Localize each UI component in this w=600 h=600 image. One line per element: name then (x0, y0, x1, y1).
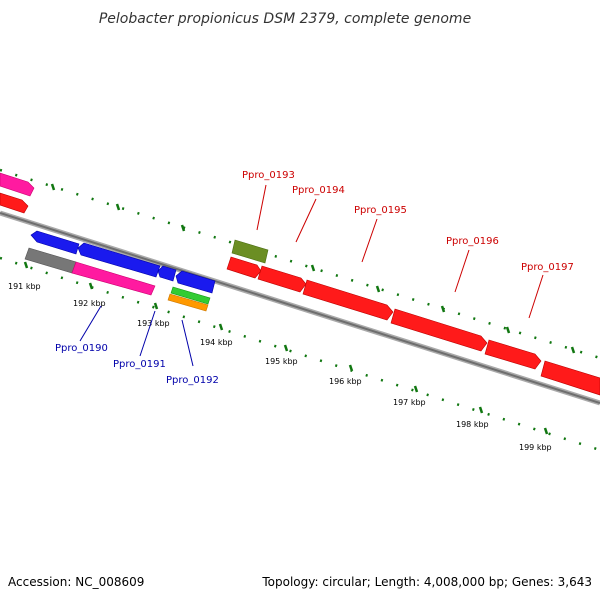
gene-arrow-magenta[interactable] (71, 261, 156, 296)
reverse-strand-genes (24, 230, 216, 312)
tick-label: 195 kbp (265, 357, 298, 366)
genome-summary: Topology: circular; Length: 4,008,000 bp… (261, 575, 592, 589)
tick-label: 199 kbp (519, 443, 552, 452)
tick-labels: 191 kbp 192 kbp 193 kbp 194 kbp 195 kbp … (8, 282, 552, 452)
accession-text: Accession: NC_008609 (8, 575, 144, 589)
gene-arrow-olive[interactable] (231, 239, 269, 264)
outer-ruler (0, 168, 600, 360)
gene-arrow-blue[interactable] (175, 270, 216, 294)
gene-arrow-blue[interactable] (157, 265, 177, 282)
genome-backbone (0, 210, 600, 406)
gene-arrow-red[interactable] (257, 265, 307, 293)
tick-label: 193 kbp (137, 319, 170, 328)
gene-arrow-red[interactable] (484, 339, 542, 370)
gene-arrow-blue[interactable] (30, 230, 80, 255)
leader-lines (79, 184, 544, 367)
tick-label: 196 kbp (329, 377, 362, 386)
gene-label[interactable]: Ppro_0195 (354, 205, 407, 216)
forward-strand-genes (226, 239, 600, 396)
inner-major-ticks (23, 261, 549, 435)
forward-gene-labels: Ppro_0193 Ppro_0194 Ppro_0195 Ppro_0196 … (242, 170, 574, 273)
gene-arrow-red[interactable] (390, 308, 488, 352)
gene-label[interactable]: Ppro_0194 (292, 185, 345, 196)
gene-arrow-red[interactable] (302, 279, 394, 321)
gene-arrow-orange[interactable] (167, 293, 209, 312)
gene-arrow-red[interactable] (226, 256, 262, 279)
gene-arrow-green[interactable] (170, 286, 211, 305)
gene-label[interactable]: Ppro_0192 (166, 375, 219, 386)
gene-label[interactable]: Ppro_0196 (446, 236, 499, 247)
tick-label: 198 kbp (456, 420, 489, 429)
reverse-gene-labels: Ppro_0190 Ppro_0191 Ppro_0192 (55, 343, 219, 386)
gene-label[interactable]: Ppro_0193 (242, 170, 295, 181)
gene-arrow-red[interactable] (540, 360, 600, 396)
gene-label[interactable]: Ppro_0190 (55, 343, 108, 354)
tick-label: 197 kbp (393, 398, 426, 407)
tick-label: 191 kbp (8, 282, 41, 291)
gene-label[interactable]: Ppro_0197 (521, 262, 574, 273)
gene-label[interactable]: Ppro_0191 (113, 359, 166, 370)
gene-arrow-magenta[interactable] (0, 172, 35, 197)
gene-arrow-red[interactable] (0, 192, 29, 214)
tick-label: 192 kbp (73, 299, 106, 308)
gene-arrow-blue[interactable] (77, 242, 161, 278)
map-title: Pelobacter propionicus DSM 2379, complet… (99, 11, 471, 27)
tick-label: 194 kbp (200, 338, 233, 347)
